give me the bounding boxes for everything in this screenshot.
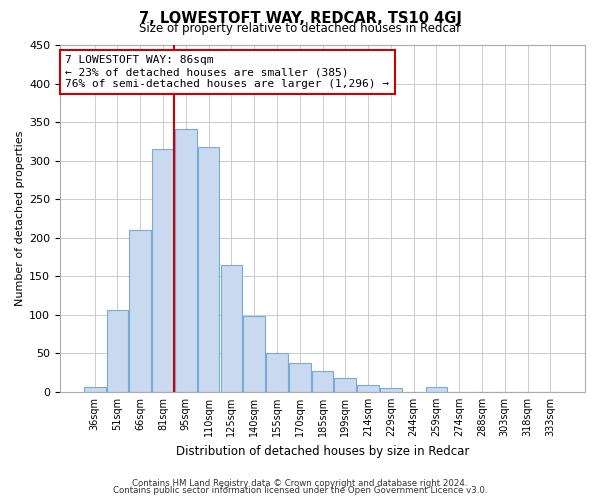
Bar (266, 354, 288, 392)
Bar (380, 388, 401, 392)
Bar (152, 149, 174, 392)
Text: 7, LOWESTOFT WAY, REDCAR, TS10 4GJ: 7, LOWESTOFT WAY, REDCAR, TS10 4GJ (139, 12, 461, 26)
Bar (107, 310, 128, 392)
Bar (221, 264, 242, 392)
Bar (425, 388, 447, 392)
Bar (334, 378, 356, 392)
Bar (357, 385, 379, 392)
Bar (130, 230, 151, 392)
X-axis label: Distribution of detached houses by size in Redcar: Distribution of detached houses by size … (176, 444, 469, 458)
Y-axis label: Number of detached properties: Number of detached properties (15, 131, 25, 306)
Bar (84, 386, 106, 392)
Bar (175, 129, 197, 392)
Text: Contains public sector information licensed under the Open Government Licence v3: Contains public sector information licen… (113, 486, 487, 495)
Text: Contains HM Land Registry data © Crown copyright and database right 2024.: Contains HM Land Registry data © Crown c… (132, 478, 468, 488)
Text: Size of property relative to detached houses in Redcar: Size of property relative to detached ho… (139, 22, 461, 35)
Bar (244, 316, 265, 392)
Bar (289, 364, 311, 392)
Text: 7 LOWESTOFT WAY: 86sqm
← 23% of detached houses are smaller (385)
76% of semi-de: 7 LOWESTOFT WAY: 86sqm ← 23% of detached… (65, 56, 389, 88)
Bar (311, 371, 334, 392)
Bar (198, 147, 220, 392)
